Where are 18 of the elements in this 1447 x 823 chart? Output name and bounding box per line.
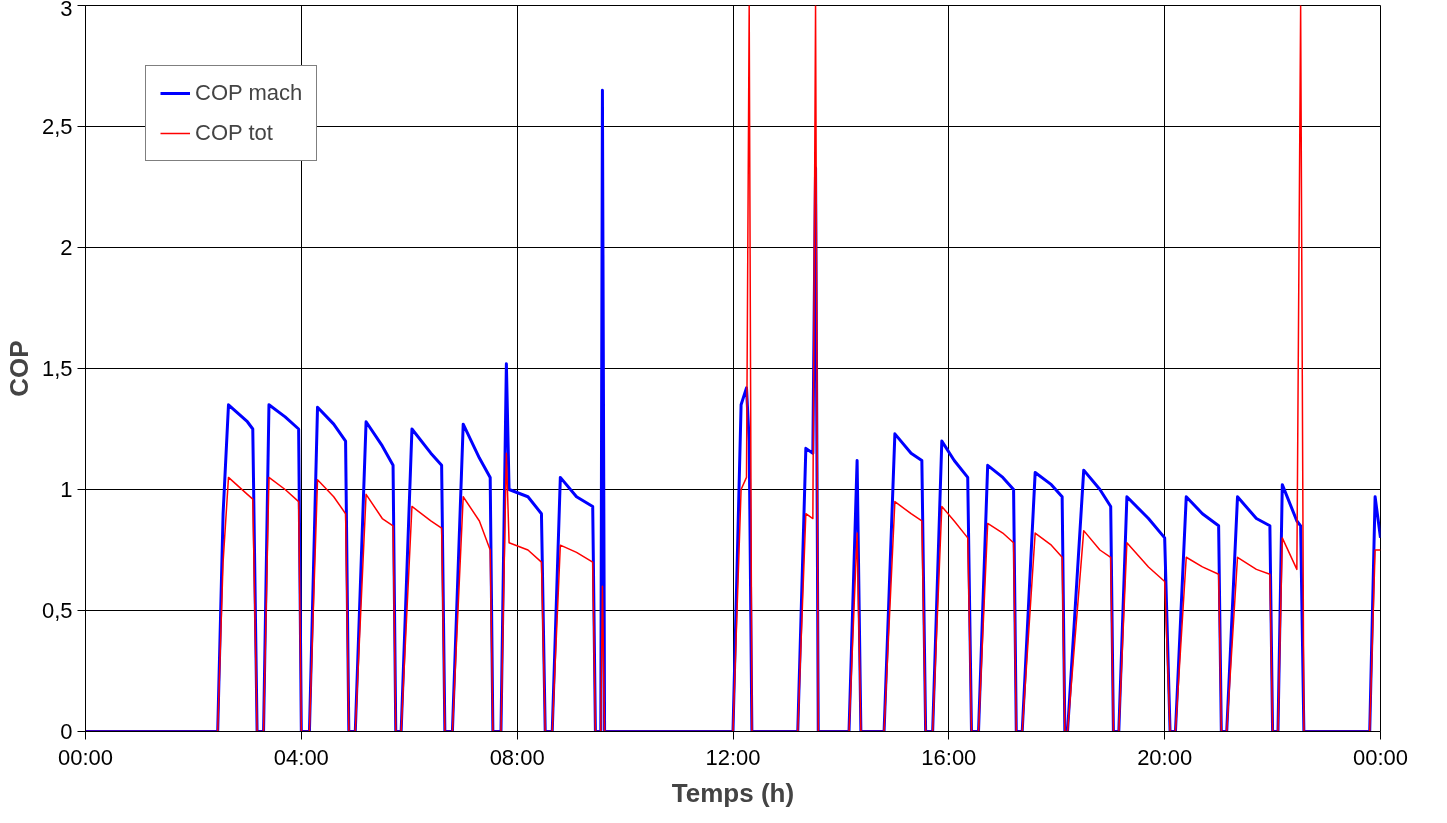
y-tick-label: 2,5 xyxy=(41,114,73,139)
y-tick-label: 1,5 xyxy=(41,356,73,381)
x-tick-label: 00:00 xyxy=(1352,744,1409,770)
y-tick-label: 3 xyxy=(60,0,73,21)
legend-label: COP tot xyxy=(195,120,273,146)
y-axis-title: COP xyxy=(3,340,34,397)
y-tick-label: 1 xyxy=(60,477,73,502)
y-tick-label: 2 xyxy=(60,235,73,260)
x-axis-title: Temps (h) xyxy=(671,777,795,808)
x-tick-label: 04:00 xyxy=(273,744,329,770)
x-tick-label: 20:00 xyxy=(1137,744,1193,770)
x-tick-label: 16:00 xyxy=(921,744,977,770)
y-tick-label: 0,5 xyxy=(41,598,73,623)
x-tick-label: 08:00 xyxy=(489,744,545,770)
x-tick-label: 12:00 xyxy=(705,744,761,770)
legend-label: COP mach xyxy=(195,80,303,106)
x-tick-label: 00:00 xyxy=(57,744,114,770)
y-tick-label: 0 xyxy=(60,719,73,744)
